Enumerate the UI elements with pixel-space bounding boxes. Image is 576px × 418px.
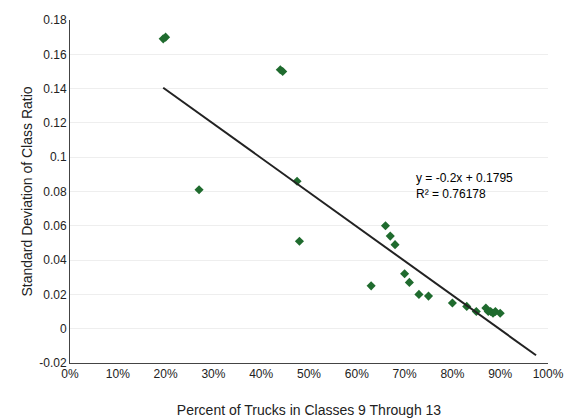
- svg-text:0.18: 0.18: [43, 13, 67, 27]
- svg-text:30%: 30%: [201, 367, 225, 381]
- svg-text:50%: 50%: [297, 367, 321, 381]
- svg-text:70%: 70%: [393, 367, 417, 381]
- svg-text:0%: 0%: [61, 367, 79, 381]
- svg-text:0.06: 0.06: [43, 219, 67, 233]
- svg-text:40%: 40%: [249, 367, 273, 381]
- svg-text:Standard Deviation of Class Ra: Standard Deviation of Class Ratio: [19, 86, 35, 296]
- svg-text:10%: 10%: [106, 367, 130, 381]
- svg-text:0.08: 0.08: [43, 185, 67, 199]
- svg-text:Percent of Trucks in Classes 9: Percent of Trucks in Classes 9 Through 1…: [177, 402, 442, 418]
- svg-text:0.02: 0.02: [43, 288, 67, 302]
- svg-text:80%: 80%: [440, 367, 464, 381]
- svg-text:y = -0.2x + 0.1795R² = 0.76178: y = -0.2x + 0.1795R² = 0.76178: [416, 171, 513, 201]
- svg-text:0.12: 0.12: [43, 116, 67, 130]
- svg-text:20%: 20%: [154, 367, 178, 381]
- svg-text:0: 0: [60, 322, 67, 336]
- svg-text:0.04: 0.04: [43, 253, 67, 267]
- svg-text:90%: 90%: [488, 367, 512, 381]
- svg-text:60%: 60%: [345, 367, 369, 381]
- svg-text:0.16: 0.16: [43, 48, 67, 62]
- svg-text:-0.02: -0.02: [39, 356, 67, 370]
- svg-text:0.14: 0.14: [43, 82, 67, 96]
- svg-text:100%: 100%: [533, 367, 564, 381]
- svg-text:0.1: 0.1: [50, 150, 67, 164]
